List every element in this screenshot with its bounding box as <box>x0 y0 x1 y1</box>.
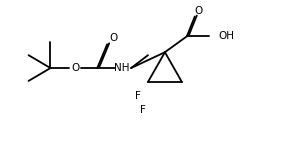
Text: NH: NH <box>114 63 130 73</box>
Text: O: O <box>195 6 203 16</box>
Text: F: F <box>140 105 146 115</box>
Text: F: F <box>135 91 141 101</box>
Text: O: O <box>109 33 117 43</box>
Text: O: O <box>71 63 80 73</box>
Text: OH: OH <box>219 31 235 41</box>
